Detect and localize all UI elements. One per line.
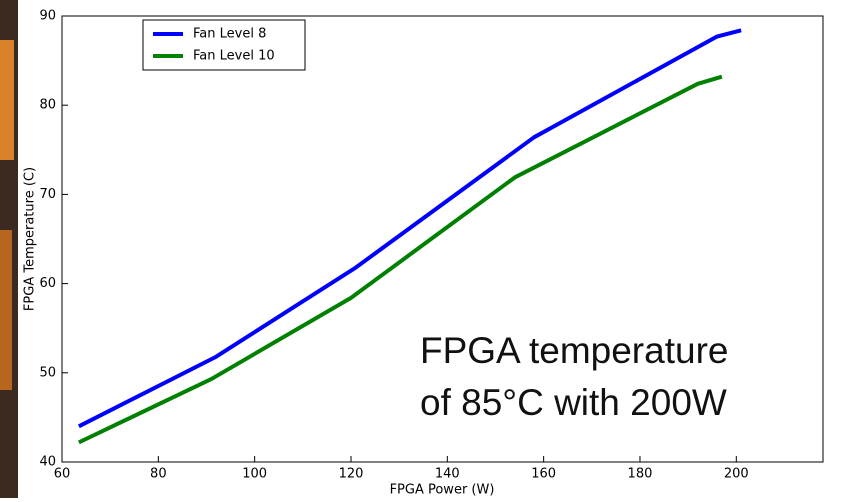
annotation: of 85°C with 200W	[420, 382, 727, 423]
photo-edge	[0, 40, 14, 160]
y-tick-label: 60	[39, 276, 56, 291]
y-tick-label: 70	[39, 187, 56, 202]
x-tick-label: 120	[339, 467, 364, 482]
x-tick-label: 140	[435, 467, 460, 482]
x-tick-label: 160	[531, 467, 556, 482]
x-tick-label: 180	[628, 467, 653, 482]
legend-box	[142, 19, 306, 71]
y-axis-label: FPGA Temperature (C)	[23, 167, 38, 311]
x-tick-label: 200	[724, 467, 749, 482]
y-tick-label: 80	[39, 98, 56, 113]
series-line	[77, 28, 742, 429]
legend-label: Fan Level 8	[193, 27, 266, 42]
series-line	[77, 74, 723, 445]
photo-edge	[0, 230, 12, 390]
y-tick-label: 40	[39, 455, 56, 470]
x-tick-label: 60	[54, 467, 71, 482]
x-tick-label: 80	[150, 467, 167, 482]
x-axis-label: FPGA Power (W)	[390, 483, 495, 498]
y-tick-label: 90	[39, 9, 56, 24]
y-tick-label: 50	[39, 365, 56, 380]
x-tick-label: 100	[242, 467, 267, 482]
annotation: FPGA temperature	[420, 330, 728, 371]
legend-label: Fan Level 10	[193, 49, 275, 64]
